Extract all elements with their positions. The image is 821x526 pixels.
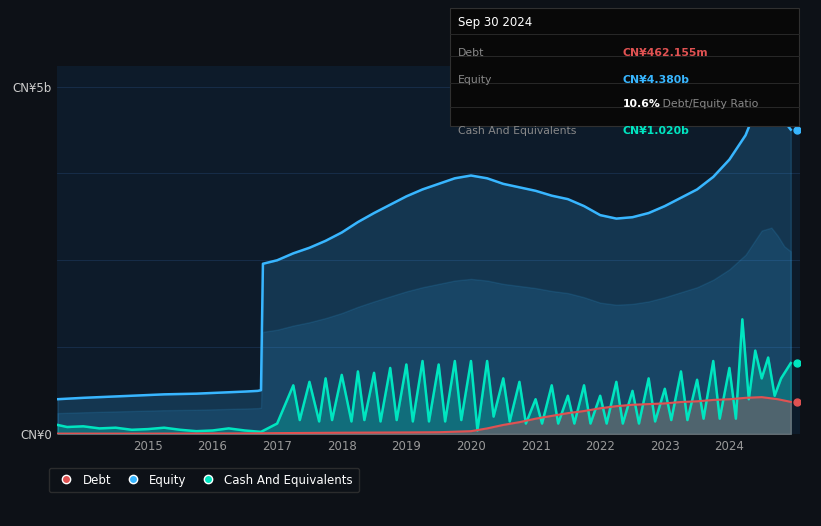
Text: 10.6%: 10.6%	[622, 99, 660, 109]
Text: CN¥1.020b: CN¥1.020b	[622, 126, 689, 136]
Text: Debt: Debt	[458, 48, 484, 58]
Text: CN¥4.380b: CN¥4.380b	[622, 75, 690, 85]
Text: Cash And Equivalents: Cash And Equivalents	[458, 126, 576, 136]
Legend: Debt, Equity, Cash And Equivalents: Debt, Equity, Cash And Equivalents	[48, 468, 359, 492]
Text: Sep 30 2024: Sep 30 2024	[458, 16, 532, 29]
Text: CN¥462.155m: CN¥462.155m	[622, 48, 708, 58]
Text: Debt/Equity Ratio: Debt/Equity Ratio	[659, 99, 759, 109]
Text: Equity: Equity	[458, 75, 493, 85]
